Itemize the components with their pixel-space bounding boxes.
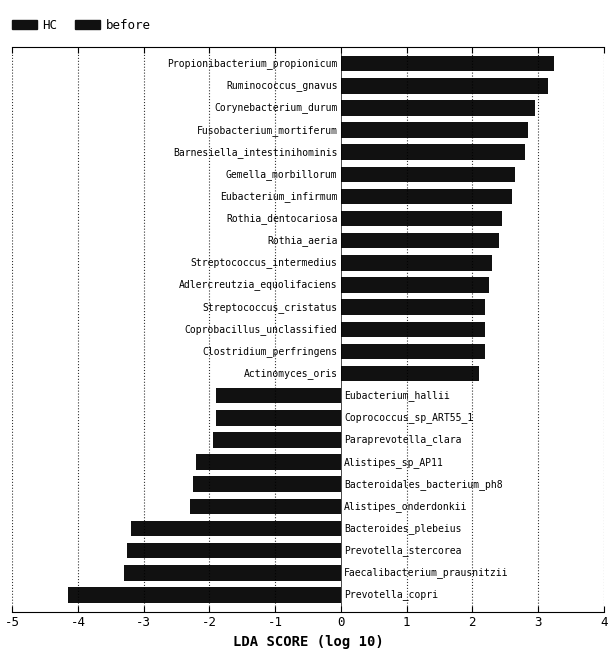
Bar xyxy=(128,543,341,558)
Text: Alistipes_sp_AP11: Alistipes_sp_AP11 xyxy=(344,457,444,468)
Bar xyxy=(341,144,525,160)
Bar xyxy=(341,189,512,204)
Text: Actinomyces_oris: Actinomyces_oris xyxy=(243,368,338,379)
Bar xyxy=(341,343,485,359)
Bar xyxy=(216,410,341,425)
Text: Bacteroidales_bacterium_ph8: Bacteroidales_bacterium_ph8 xyxy=(344,478,503,490)
Text: Clostridium_perfringens: Clostridium_perfringens xyxy=(203,346,338,357)
Text: Bacteroides_plebeius: Bacteroides_plebeius xyxy=(344,523,461,534)
Text: Adlercreutzia_equolifaciens: Adlercreutzia_equolifaciens xyxy=(179,280,338,290)
Text: Rothia_aeria: Rothia_aeria xyxy=(267,235,338,246)
Bar xyxy=(131,521,341,536)
Text: Eubacterium_infirmum: Eubacterium_infirmum xyxy=(220,191,338,202)
Bar xyxy=(341,211,502,226)
Bar xyxy=(341,100,535,116)
Bar xyxy=(341,300,485,315)
Text: Coprococcus_sp_ART55_1: Coprococcus_sp_ART55_1 xyxy=(344,413,473,423)
Bar xyxy=(68,587,341,603)
Text: Faecalibacterium_prausnitzii: Faecalibacterium_prausnitzii xyxy=(344,567,509,578)
Bar xyxy=(213,432,341,448)
Text: Streptococcus_cristatus: Streptococcus_cristatus xyxy=(203,302,338,312)
Text: Corynebacterium_durum: Corynebacterium_durum xyxy=(214,102,338,114)
Bar xyxy=(193,476,341,492)
Bar xyxy=(341,78,548,93)
Text: Eubacterium_hallii: Eubacterium_hallii xyxy=(344,390,450,401)
Bar xyxy=(341,167,515,182)
Bar xyxy=(341,366,479,381)
Text: Barnesiella_intestinihominis: Barnesiella_intestinihominis xyxy=(173,146,338,158)
Text: Paraprevotella_clara: Paraprevotella_clara xyxy=(344,435,461,446)
Bar xyxy=(341,321,485,337)
Bar xyxy=(124,565,341,581)
Text: Streptococcus_intermedius: Streptococcus_intermedius xyxy=(191,257,338,268)
Text: Gemella_morbillorum: Gemella_morbillorum xyxy=(226,169,338,180)
Text: Prevotella_copri: Prevotella_copri xyxy=(344,589,438,600)
Bar xyxy=(341,122,528,138)
Bar xyxy=(341,278,488,293)
Text: Ruminococcus_gnavus: Ruminococcus_gnavus xyxy=(226,81,338,91)
Text: Rothia_dentocariosa: Rothia_dentocariosa xyxy=(226,213,338,224)
Bar xyxy=(216,388,341,403)
X-axis label: LDA SCORE (log 10): LDA SCORE (log 10) xyxy=(233,635,383,649)
Bar xyxy=(190,499,341,514)
Text: Alistipes_onderdonkii: Alistipes_onderdonkii xyxy=(344,501,468,512)
Bar xyxy=(341,233,498,249)
Text: Coprobacillus_unclassified: Coprobacillus_unclassified xyxy=(185,324,338,335)
Bar xyxy=(341,255,492,271)
Legend: HC, before: HC, before xyxy=(7,14,155,37)
Text: Propionibacterium_propionicum: Propionibacterium_propionicum xyxy=(167,58,338,69)
Bar xyxy=(197,454,341,470)
Text: Prevotella_stercorea: Prevotella_stercorea xyxy=(344,545,461,556)
Text: Fusobacterium_mortiferum: Fusobacterium_mortiferum xyxy=(197,124,338,136)
Bar xyxy=(341,56,554,71)
